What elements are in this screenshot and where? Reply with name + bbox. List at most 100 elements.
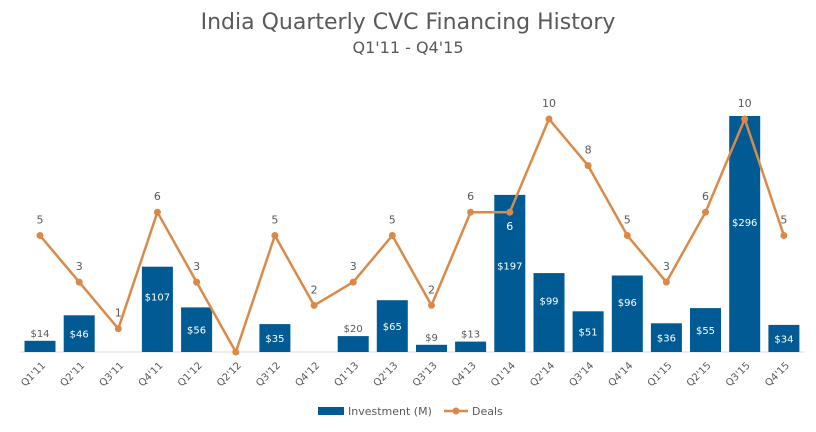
deals-point-16	[662, 278, 670, 286]
bar-value-label-8: $20	[344, 324, 363, 335]
x-tick-label-2: Q3'11	[98, 360, 127, 389]
x-tick-label-10: Q3'13	[411, 360, 440, 389]
deals-point-14	[584, 162, 592, 170]
x-tick-label-7: Q4'12	[293, 360, 322, 389]
bar-3	[141, 266, 173, 352]
bar-8	[337, 336, 369, 352]
legend-swatch-deals-marker	[452, 407, 460, 415]
deals-point-7	[310, 301, 318, 309]
deals-value-label-0: 5	[37, 214, 44, 227]
bar-18	[729, 116, 761, 352]
legend-swatch-investment	[318, 407, 344, 415]
deals-value-label-14: 8	[585, 144, 592, 157]
deals-value-label-1: 3	[76, 260, 83, 273]
bar-value-label-10: $9	[425, 333, 438, 344]
chart-title: India Quarterly CVC Financing History	[200, 10, 616, 35]
x-tick-label-13: Q2'14	[528, 360, 557, 389]
deals-value-label-15: 5	[624, 214, 631, 227]
deals-point-9	[388, 232, 396, 239]
deals-value-label-4: 3	[193, 260, 200, 273]
deals-point-19	[780, 232, 788, 239]
bar-17	[690, 308, 721, 352]
x-tick-label-5: Q2'12	[215, 360, 244, 389]
bar-19	[768, 324, 800, 352]
deals-value-label-2: 1	[115, 307, 122, 320]
deals-point-11	[467, 208, 475, 216]
bar-value-label-17: $55	[696, 326, 715, 337]
deals-value-label-17: 6	[702, 190, 709, 203]
deals-value-label-16: 3	[663, 260, 670, 273]
bar-13	[533, 273, 565, 352]
bar-1	[63, 315, 95, 352]
bar-value-label-18: $296	[732, 218, 757, 229]
deals-value-label-13: 10	[542, 97, 556, 110]
bar-12	[494, 194, 526, 352]
x-tick-label-4: Q1'12	[176, 360, 205, 389]
deals-value-label-19: 5	[780, 214, 787, 227]
deals-point-5	[232, 348, 240, 356]
bar-value-label-11: $13	[461, 330, 480, 341]
deals-value-label-10: 2	[428, 283, 435, 296]
deals-point-8	[349, 278, 357, 286]
chart-subtitle: Q1'11 - Q4'15	[352, 38, 464, 57]
x-tick-label-9: Q2'13	[372, 360, 401, 389]
deals-point-1	[75, 278, 83, 286]
deals-point-17	[702, 208, 709, 216]
bar-10	[416, 344, 447, 352]
bar-value-label-6: $35	[265, 334, 284, 345]
x-tick-label-14: Q3'14	[567, 360, 596, 389]
bar-4	[181, 307, 213, 352]
deals-value-label-11: 6	[467, 190, 474, 203]
x-tick-label-1: Q2'11	[59, 360, 88, 389]
x-tick-label-0: Q1'11	[19, 360, 48, 389]
deals-point-4	[193, 278, 201, 286]
deals-value-label-12: 6	[506, 220, 513, 233]
deals-point-13	[545, 115, 553, 123]
bar-0	[24, 340, 56, 352]
deals-value-label-8: 3	[350, 260, 357, 273]
bar-value-label-0: $14	[30, 329, 49, 340]
x-tick-label-16: Q1'15	[646, 360, 675, 389]
deals-value-label-18: 10	[738, 97, 752, 110]
x-tick-label-17: Q2'15	[685, 360, 714, 389]
bar-value-label-13: $99	[539, 297, 558, 308]
deals-point-2	[114, 325, 122, 333]
legend-label-investment: Investment (M)	[348, 405, 432, 418]
deals-point-10	[428, 301, 435, 309]
bar-value-label-4: $56	[187, 326, 206, 337]
deals-value-label-9: 5	[389, 214, 396, 227]
bar-value-label-14: $51	[579, 328, 598, 339]
bar-value-label-9: $65	[383, 322, 402, 333]
bar-value-label-19: $34	[774, 334, 793, 345]
x-tick-label-11: Q4'13	[450, 360, 479, 389]
bar-value-label-15: $96	[618, 298, 637, 309]
legend: Investment (M) Deals	[318, 405, 503, 418]
bar-value-label-12: $197	[497, 262, 522, 273]
x-tick-label-15: Q4'14	[607, 360, 636, 389]
bar-11	[455, 341, 487, 352]
legend-label-deals: Deals	[472, 405, 503, 418]
x-tick-label-19: Q4'15	[763, 360, 792, 389]
deals-value-label-7: 2	[311, 283, 318, 296]
bar-14	[572, 311, 604, 352]
bar-value-label-3: $107	[145, 293, 170, 304]
x-tick-label-3: Q4'11	[137, 360, 166, 389]
deals-point-0	[36, 232, 44, 239]
deals-point-12	[506, 208, 514, 216]
bar-value-label-16: $36	[657, 334, 676, 345]
deals-value-label-3: 6	[154, 190, 161, 203]
bar-15	[611, 275, 643, 352]
x-tick-label-6: Q3'12	[254, 360, 283, 389]
deals-value-label-6: 5	[271, 214, 278, 227]
x-tick-label-12: Q1'14	[489, 360, 518, 389]
bar-6	[259, 324, 291, 352]
bar-16	[650, 323, 682, 352]
x-tick-label-18: Q3'15	[724, 360, 753, 389]
x-tick-label-8: Q1'13	[333, 360, 362, 389]
bar-9	[376, 300, 408, 352]
bar-value-label-1: $46	[70, 330, 89, 341]
deals-point-3	[153, 208, 161, 216]
deals-line	[39, 117, 786, 354]
deals-point-18	[741, 115, 749, 123]
